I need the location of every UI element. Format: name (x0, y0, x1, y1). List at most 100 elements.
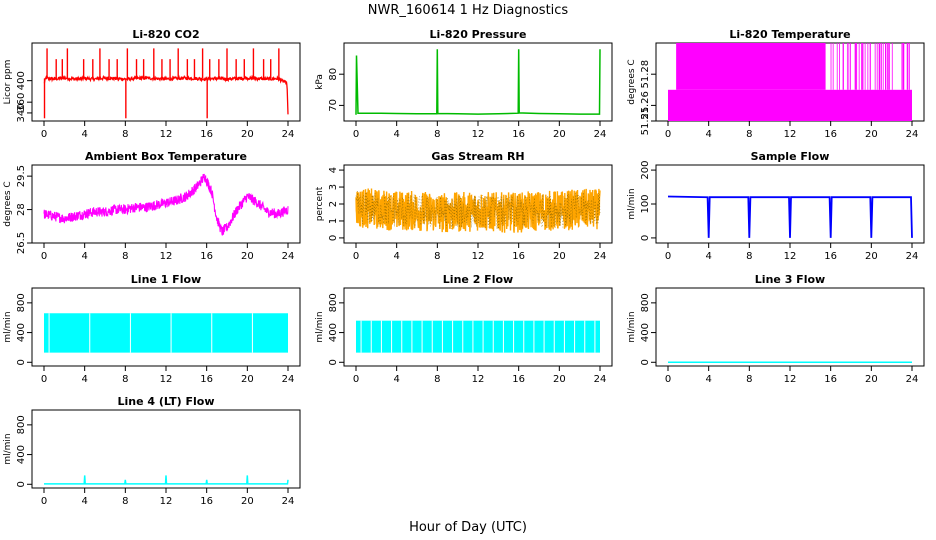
x-tick-label: 4 (81, 251, 87, 262)
series-0 (355, 49, 601, 115)
x-tick-label: 16 (512, 129, 525, 140)
y-tick-label: 2 (328, 201, 339, 207)
x-tick-label: 24 (282, 374, 295, 385)
panel-2: Li-820 Temperature degrees C 0 4 8 12 16 20 24 51… (627, 28, 925, 140)
y-axis-label: kPa (315, 74, 325, 90)
y-axis-label: degrees C (3, 181, 13, 226)
panel-title: Li-820 Pressure (430, 28, 527, 41)
y-axis-label: Licor ppm (3, 60, 13, 105)
figure-title: NWR_160614 1 Hz Diagnostics (368, 3, 569, 18)
x-tick-label: 20 (553, 374, 566, 385)
series-0 (667, 195, 913, 238)
x-tick-label: 12 (472, 129, 485, 140)
x-tick-label: 16 (824, 129, 837, 140)
panel-7: Line 2 Flow ml/min 0 4 8 12 16 20 24 0 400 800 (315, 273, 613, 385)
x-tick-label: 0 (41, 374, 47, 385)
x-tick-label: 24 (906, 129, 919, 140)
dense-block (668, 89, 912, 121)
y-tick-label: 28 (16, 203, 27, 216)
y-tick-label: 26.5 (16, 232, 27, 254)
x-tick-label: 12 (472, 251, 485, 262)
y-tick-label: 340 (16, 103, 27, 122)
y-tick-label: 1 (328, 218, 339, 224)
series-line (355, 188, 601, 233)
x-tick-label: 0 (41, 251, 47, 262)
x-tick-label: 16 (200, 496, 213, 507)
series-line (43, 173, 289, 236)
y-tick-label: 0 (328, 235, 339, 241)
series-line (44, 475, 289, 485)
y-tick-label: 800 (16, 293, 27, 312)
x-tick-label: 12 (160, 251, 173, 262)
x-tick-label: 4 (393, 129, 399, 140)
x-tick-label: 8 (746, 129, 752, 140)
panel-frame (31, 42, 301, 122)
x-tick-label: 4 (393, 374, 399, 385)
flow-band (356, 320, 600, 353)
x-tick-label: 4 (705, 251, 711, 262)
x-tick-label: 0 (665, 251, 671, 262)
x-tick-label: 16 (512, 251, 525, 262)
x-tick-label: 4 (81, 129, 87, 140)
panel-title: Line 1 Flow (131, 273, 201, 286)
x-tick-label: 20 (865, 129, 878, 140)
x-tick-label: 24 (282, 496, 295, 507)
panel-5: Sample Flow ml/min 0 4 8 12 16 20 24 0 100 200 (627, 150, 925, 262)
y-axis-label: ml/min (315, 311, 325, 342)
series-line (43, 74, 289, 115)
y-tick-label: 800 (328, 293, 339, 312)
y-tick-label: 51.28 (640, 60, 651, 89)
y-axis-label: percent (315, 186, 325, 221)
x-tick-label: 12 (160, 374, 173, 385)
x-tick-label: 0 (353, 374, 359, 385)
x-tick-label: 8 (122, 496, 128, 507)
x-tick-label: 8 (434, 129, 440, 140)
x-tick-label: 20 (865, 374, 878, 385)
x-tick-label: 24 (594, 374, 607, 385)
panel-title: Sample Flow (751, 150, 830, 163)
x-tick-label: 24 (282, 251, 295, 262)
panel-title: Gas Stream RH (431, 150, 524, 163)
series-0 (44, 313, 288, 353)
series-0 (356, 320, 600, 353)
panel-6: Line 1 Flow ml/min 0 4 8 12 16 20 24 0 400 800 (3, 273, 301, 385)
x-tick-label: 20 (553, 251, 566, 262)
y-tick-label: 400 (328, 323, 339, 342)
y-tick-label: 3 (328, 184, 339, 190)
x-tick-label: 0 (665, 129, 671, 140)
x-tick-label: 12 (160, 496, 173, 507)
x-tick-label: 12 (784, 374, 797, 385)
x-tick-label: 4 (81, 496, 87, 507)
panel-title: Line 4 (LT) Flow (118, 395, 215, 408)
panel-8: Line 3 Flow ml/min 0 4 8 12 16 20 24 0 400 800 (627, 273, 925, 385)
x-tick-label: 8 (434, 251, 440, 262)
series-0 (43, 173, 289, 236)
series-0 (355, 188, 601, 233)
y-axis-label: ml/min (3, 311, 13, 342)
x-tick-label: 20 (241, 129, 254, 140)
y-tick-label: 29.5 (16, 165, 27, 187)
x-tick-label: 24 (282, 129, 295, 140)
x-tick-label: 8 (122, 374, 128, 385)
panel-frame (343, 42, 613, 122)
y-tick-label: 0 (16, 359, 27, 365)
x-tick-label: 16 (512, 374, 525, 385)
y-tick-label: 51.26 (640, 91, 651, 120)
x-tick-label: 24 (906, 374, 919, 385)
panel-1: Li-820 Pressure kPa 0 4 8 12 16 20 24 70 80 (315, 28, 613, 140)
x-tick-label: 8 (746, 374, 752, 385)
y-tick-label: 0 (328, 359, 339, 365)
x-tick-label: 24 (594, 251, 607, 262)
y-axis-label: ml/min (627, 188, 637, 219)
panel-title: Li-820 CO2 (132, 28, 199, 41)
series-line (355, 49, 601, 115)
x-tick-label: 20 (241, 374, 254, 385)
panel-frame (655, 287, 925, 367)
panel-title: Li-820 Temperature (729, 28, 850, 41)
x-tick-label: 20 (241, 496, 254, 507)
x-tick-label: 4 (705, 129, 711, 140)
x-tick-label: 8 (434, 374, 440, 385)
x-tick-label: 4 (393, 251, 399, 262)
panel-title: Line 2 Flow (443, 273, 513, 286)
